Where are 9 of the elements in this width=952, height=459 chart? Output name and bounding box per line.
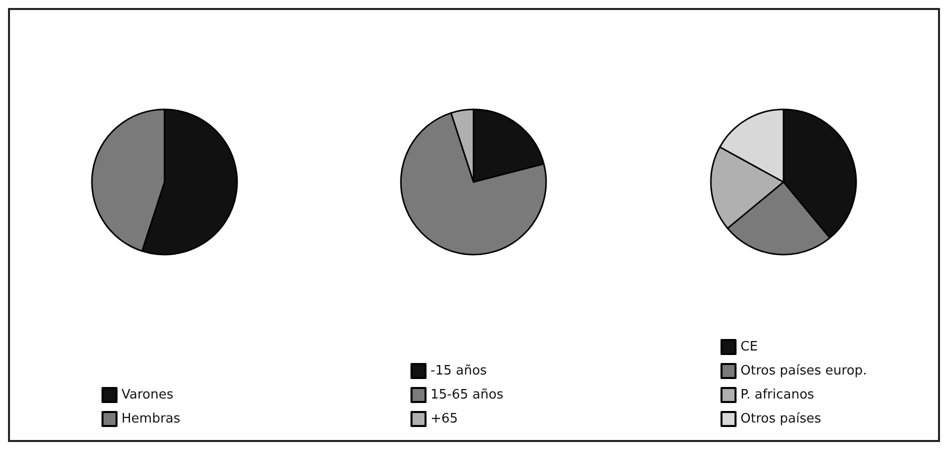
legend-label: Varones: [122, 388, 174, 402]
legend-label: CE: [740, 340, 758, 354]
legend-label: P. africanos: [740, 388, 814, 402]
legend-label: Hembras: [122, 412, 181, 426]
legend-label: Otros países: [740, 412, 822, 426]
legend-label: -15 años: [430, 364, 488, 378]
legend-label: +65: [430, 412, 458, 426]
legend-label: 15-65 años: [430, 388, 504, 402]
legend-label: Otros países europ.: [740, 364, 867, 378]
